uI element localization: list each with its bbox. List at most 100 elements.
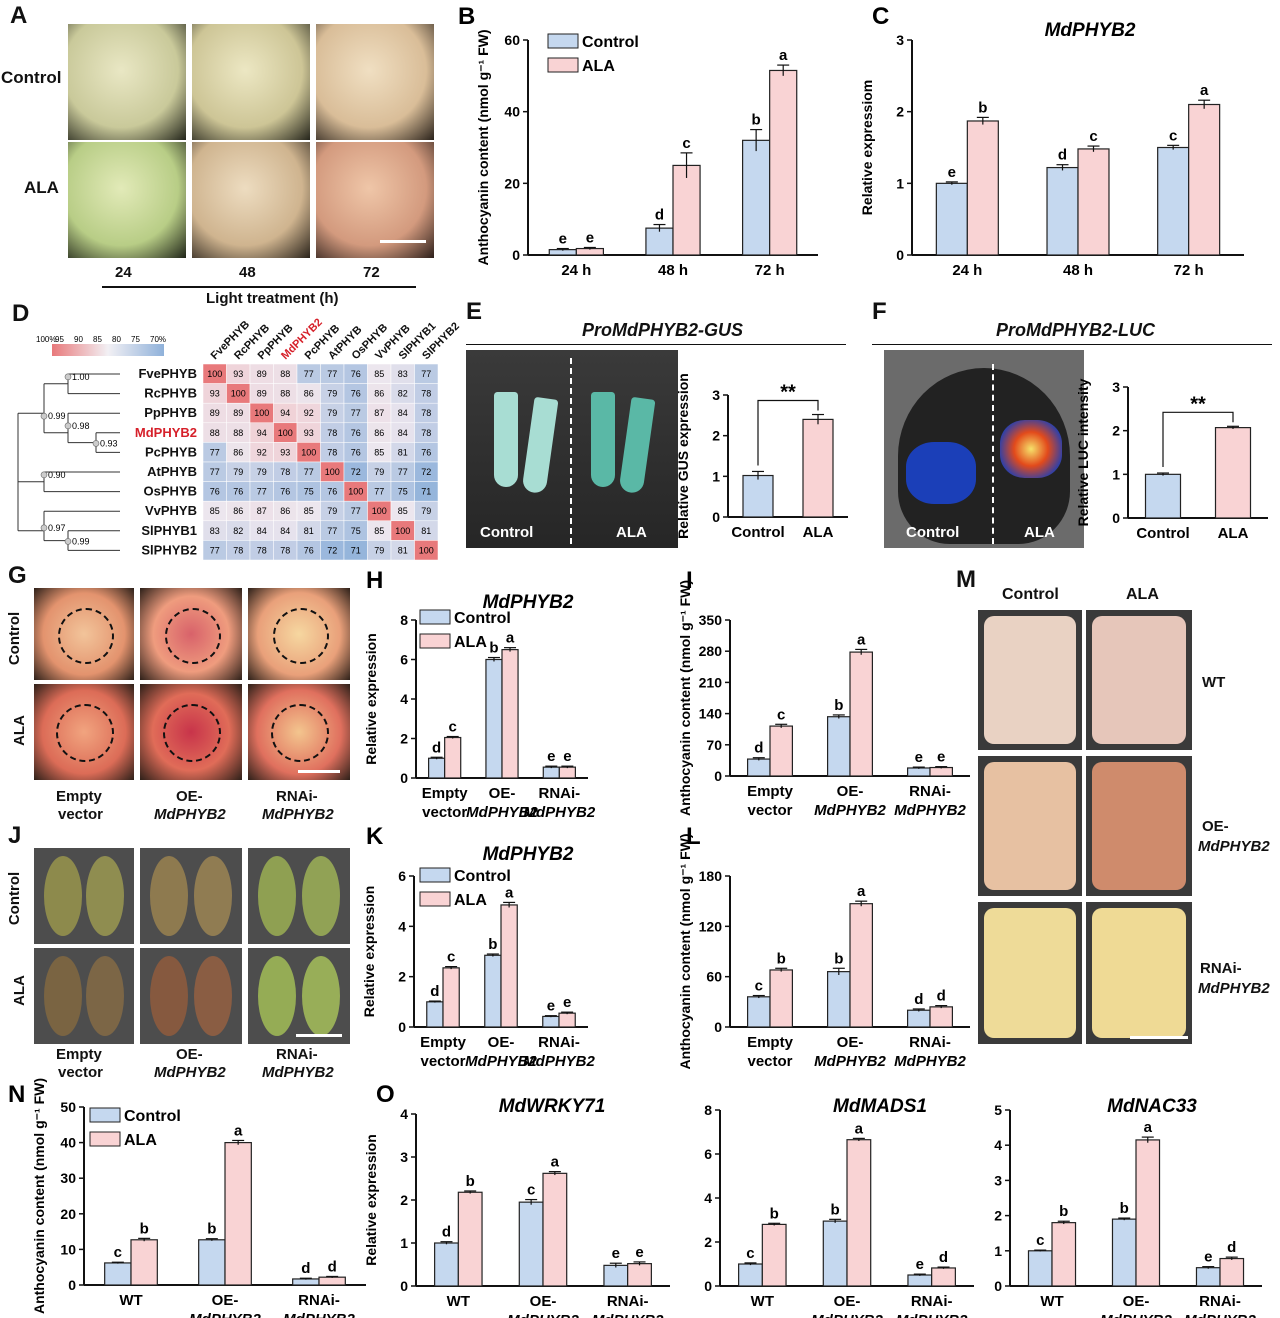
heatmap-row-label: PpPHYB [144,405,197,420]
x-tick-label: 48 h [1063,262,1093,279]
heatmap-cell-value: 82 [233,526,243,536]
x-tick-label: MdPHYB2 [189,1311,261,1318]
chart-title: MdWRKY71 [499,1096,606,1117]
significance-stars: ** [780,382,796,404]
y-axis-label: Anthocyanin content (nmol g⁻¹ FW) [677,580,693,816]
legend-swatch [89,1131,121,1147]
panel-label: L [686,823,701,850]
heatmap-cell-value: 94 [280,408,290,418]
bar [846,1139,872,1287]
heatmap-cell-value: 77 [210,467,220,477]
bootstrap-value: 0.93 [100,438,118,448]
bar [1051,1222,1077,1287]
heatmap-cell-value: 76 [421,447,431,457]
leaf-photo-j-oe-control [140,848,242,944]
callus-photo-wt-ala [1086,610,1192,750]
heatmap-row-label: FvePHYB [138,366,197,381]
heatmap-cell-value: 93 [304,428,314,438]
m-row-rnai-2: MdPHYB2 [1198,980,1270,997]
heatmap-cell-value: 86 [374,389,384,399]
heatmap-cell-value: 92 [304,408,314,418]
chart-c: 0 1 2 3C MdPHYB2 Relative expressiom e d c b c a 24 … [859,3,1244,279]
bar [1111,1218,1137,1287]
chart-f: 0 1 2 3 Relative LUC intensity ** Control ALA [1075,378,1268,542]
chart-title: MdNAC33 [1107,1096,1197,1117]
significance-letter: b [1120,1200,1129,1217]
y-tick-label: 0 [994,1278,1002,1294]
leaf-photo-j-ev-ala [34,948,134,1044]
tree-node [40,471,48,479]
g-col-oe-2: MdPHYB2 [154,806,226,823]
x-tick-label: vector [747,802,792,819]
heatmap-cell-value: 78 [280,467,290,477]
bar [935,182,968,256]
significance-letter: b [207,1221,216,1238]
bar [1188,103,1221,256]
significance-letter: b [488,936,497,953]
bar [746,996,771,1028]
heatmap-cell-value: 76 [327,487,337,497]
heatmap-cell-value: 78 [421,389,431,399]
bar [966,120,999,256]
heatmap-cell-value: 72 [421,467,431,477]
bar [518,1201,544,1287]
j-col-rnai-1: RNAi- [276,1046,318,1063]
luc-photo-ala-label: ALA [1024,524,1055,541]
panel-label: I [686,567,693,594]
heatmap-row-label: AtPHYB [147,464,197,479]
chart-n: 0 10 20 30 40 50 N Anthocyanin content (nmol g⁻… [8,1078,366,1318]
chart-k: 0 2 4 6 K MdPHYB2 Relative expression d b e c a e Con… [361,823,595,1070]
bar [741,139,771,256]
bar [906,1009,931,1028]
heatmap-cell-value: 77 [304,369,314,379]
significance-letter: e [612,1245,620,1262]
chart-o3: 012345MdNAC33cbebadWTOE-MdPHYB2RNAi-MdPH… [994,1096,1262,1318]
heatmap-cell-value: 85 [304,506,314,516]
bar [130,1239,158,1286]
x-tick-label: MdPHYB2 [1100,1312,1172,1318]
y-tick-label: 4 [400,1106,408,1122]
x-tick-label: RNAi- [538,785,580,802]
y-tick-label: 70 [706,737,722,753]
heatmap-cell-value: 100 [419,545,434,555]
bar [1027,1250,1053,1287]
heatmap-cell-value: 76 [210,487,220,497]
heatmap-scale-label: 85 [93,335,102,344]
heatmap-cell-value: 71 [421,487,431,497]
heatmap-cell-value: 77 [257,487,267,497]
bar [1157,146,1190,256]
significance-letter: b [770,1205,779,1222]
heatmap-cell-value: 75 [304,487,314,497]
significance-letter: a [1200,82,1209,99]
y-tick-label: 1 [712,468,720,484]
time-axis-line [102,286,416,288]
bar [849,651,873,777]
m-col-control: Control [1002,586,1059,603]
heatmap-cell-value: 81 [398,447,408,457]
significance-letter: a [857,883,866,900]
heatmap-scale-label: 70% [150,335,166,344]
y-tick-label: 1 [896,175,904,191]
chart-e: 0 1 2 3 Relative GUS expression ** Control ALA [675,373,848,541]
y-tick-label: 10 [60,1241,76,1257]
heatmap-cell-value: 100 [254,408,269,418]
x-tick-label: 24 h [561,262,591,279]
heatmap-cell-value: 79 [421,506,431,516]
light-treatment-label: Light treatment (h) [206,290,339,307]
significance-letter: e [948,164,956,181]
bar [542,766,560,779]
bar [442,967,460,1028]
legend-label: ALA [582,58,615,75]
y-tick-label: 350 [699,612,723,628]
heatmap-cell-value: 76 [351,447,361,457]
y-tick-label: 0 [714,768,722,784]
heatmap-cell-value: 77 [327,369,337,379]
heatmap-cell-value: 84 [257,526,267,536]
heatmap-cell-value: 77 [421,369,431,379]
bar [484,954,502,1028]
row-label-control-a: Control [1,68,62,87]
y-tick-label: 4 [398,918,406,934]
y-tick-label: 3 [400,1149,408,1165]
x-tick-label: OE- [834,1293,861,1310]
